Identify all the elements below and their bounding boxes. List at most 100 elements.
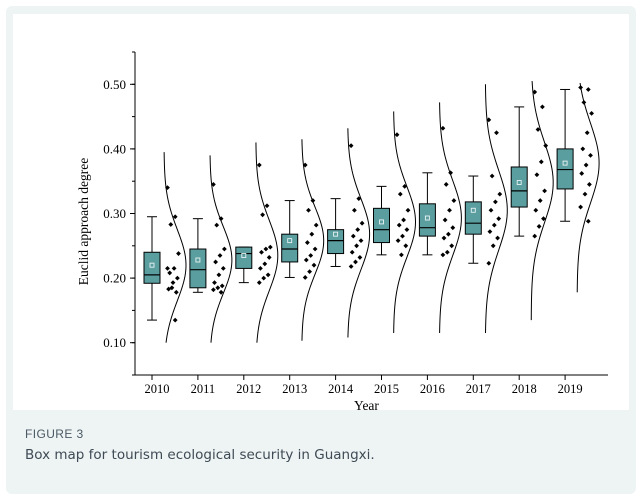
distribution-curve xyxy=(348,128,370,337)
data-point xyxy=(308,253,313,258)
x-tick-label: 2019 xyxy=(558,382,583,396)
data-point xyxy=(172,266,177,271)
data-point xyxy=(171,280,176,285)
data-point xyxy=(448,170,453,175)
data-point xyxy=(174,290,179,295)
data-point xyxy=(349,143,354,148)
data-point xyxy=(309,232,314,237)
data-point xyxy=(399,252,404,257)
data-point xyxy=(351,234,356,239)
data-point xyxy=(312,263,317,268)
data-point xyxy=(490,174,495,179)
data-point xyxy=(165,266,170,271)
data-point xyxy=(446,232,451,237)
data-point xyxy=(488,229,493,234)
distribution-curve xyxy=(440,102,462,333)
data-point xyxy=(492,223,497,228)
data-point xyxy=(260,212,265,217)
box-iqr xyxy=(190,249,206,288)
box-plot-chart: 0.10 0.20 0.30 0.40 0.50 2010 2011 2012 2013 2014… xyxy=(13,14,629,410)
data-point xyxy=(214,223,219,228)
data-point xyxy=(258,266,263,271)
data-point xyxy=(578,205,583,210)
data-point xyxy=(265,203,270,208)
data-point xyxy=(588,153,593,158)
distribution-curve xyxy=(577,83,599,292)
data-point xyxy=(359,238,364,243)
data-point xyxy=(257,280,262,285)
data-point xyxy=(268,245,273,250)
data-point xyxy=(495,236,500,241)
data-point xyxy=(257,163,262,168)
data-point xyxy=(587,182,592,187)
box-iqr xyxy=(144,252,160,283)
data-point xyxy=(403,243,408,248)
distribution-curve xyxy=(302,139,324,341)
data-point xyxy=(396,238,401,243)
data-point xyxy=(449,243,454,248)
y-tick-label: 0.40 xyxy=(103,141,126,156)
data-point xyxy=(580,147,585,152)
data-point xyxy=(535,172,540,177)
data-point xyxy=(582,100,587,105)
data-point xyxy=(542,188,547,193)
data-point xyxy=(176,251,181,256)
figure-panel: 0.10 0.20 0.30 0.40 0.50 2010 2011 2012 2013 2014… xyxy=(6,6,636,494)
data-point xyxy=(352,208,357,213)
data-point xyxy=(447,208,452,213)
data-point xyxy=(579,171,584,176)
data-point xyxy=(442,236,447,241)
plot-card: 0.10 0.20 0.30 0.40 0.50 2010 2011 2012 2013 2014… xyxy=(13,14,629,410)
data-point xyxy=(405,227,410,232)
data-point xyxy=(445,250,450,255)
data-point xyxy=(222,247,227,252)
data-point xyxy=(264,247,269,252)
figure-label: FIGURE 3 xyxy=(25,427,84,441)
data-point xyxy=(533,208,538,213)
data-point xyxy=(395,132,400,137)
distribution-curve xyxy=(394,111,416,333)
figure-caption: Box map for tourism ecological security … xyxy=(25,447,375,463)
data-point xyxy=(221,266,226,271)
x-tick-label: 2010 xyxy=(145,382,170,396)
data-point xyxy=(220,283,225,288)
data-point xyxy=(307,269,312,274)
data-point xyxy=(313,247,318,252)
data-point xyxy=(353,260,358,265)
y-axis-title: Euclid approach degree xyxy=(76,158,91,285)
data-point xyxy=(360,221,365,226)
data-point xyxy=(314,223,319,228)
data-point xyxy=(211,287,216,292)
x-tick-label: 2017 xyxy=(466,382,491,396)
x-tick-label: 2015 xyxy=(374,382,399,396)
data-point xyxy=(450,225,455,230)
box-iqr xyxy=(557,149,573,189)
box-iqr xyxy=(511,167,527,207)
data-point xyxy=(400,234,405,239)
data-point xyxy=(589,111,594,116)
data-point xyxy=(305,240,310,245)
data-point xyxy=(262,261,267,266)
x-tick-label: 2018 xyxy=(512,382,537,396)
data-point xyxy=(493,199,498,204)
data-point xyxy=(578,85,583,90)
data-point xyxy=(167,271,172,276)
data-point xyxy=(441,252,446,257)
data-point xyxy=(350,250,355,255)
data-point xyxy=(532,234,537,239)
data-point xyxy=(303,275,308,280)
data-point xyxy=(540,105,545,110)
data-point xyxy=(355,227,360,232)
y-tick-label: 0.30 xyxy=(103,206,126,221)
data-point xyxy=(354,243,359,248)
data-point xyxy=(349,264,354,269)
data-point xyxy=(259,250,264,255)
data-point xyxy=(444,182,449,187)
data-point xyxy=(397,223,402,228)
data-point xyxy=(398,192,403,197)
data-point xyxy=(304,258,309,263)
data-point xyxy=(585,130,590,135)
x-tick-label: 2013 xyxy=(282,382,307,396)
x-tick-label: 2012 xyxy=(236,382,261,396)
data-point xyxy=(584,163,589,168)
